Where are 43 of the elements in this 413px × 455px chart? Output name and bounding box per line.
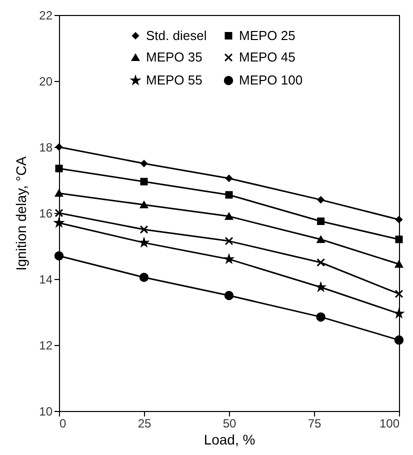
y-tick-label: 22 (39, 8, 53, 22)
legend-label: MEPO 55 (146, 72, 202, 88)
point (317, 218, 325, 225)
point (224, 290, 234, 300)
y-tick-label: 16 (39, 206, 53, 220)
point (394, 335, 404, 345)
point (316, 258, 326, 267)
point (316, 236, 325, 243)
point (317, 196, 324, 204)
x-tick-label: 75 (308, 416, 322, 430)
point (55, 164, 63, 172)
point (140, 225, 148, 234)
legend-label: MEPO 25 (239, 28, 296, 43)
x-tick-label: 50 (222, 416, 236, 430)
x-tick-label: 0 (60, 416, 66, 430)
y-tick-label: 12 (39, 338, 53, 352)
y-tick-label: 14 (39, 272, 53, 286)
point (225, 212, 233, 220)
legend-label: Std. diesel (146, 28, 207, 43)
point (395, 236, 403, 244)
point (316, 312, 326, 322)
point (55, 190, 63, 197)
point (54, 251, 64, 261)
point (140, 201, 148, 208)
point (226, 174, 232, 182)
y-tick-label: 10 (39, 404, 53, 418)
x-tick-label: 100 (379, 416, 400, 430)
point (140, 160, 148, 167)
x-axis-title: Load, % (204, 432, 256, 448)
point (225, 191, 233, 199)
point (394, 290, 404, 298)
y-tick-label: 20 (39, 74, 53, 88)
point (224, 236, 234, 246)
legend-label: MEPO 100 (239, 72, 303, 88)
point (395, 260, 403, 268)
y-axis-title: Ignition delay, °CA (13, 156, 30, 271)
point (396, 216, 402, 224)
x-tick-label: 25 (138, 416, 152, 430)
legend-label: MEPO 45 (239, 50, 296, 64)
legend-label: MEPO 35 (146, 50, 202, 64)
y-tick-label: 18 (39, 140, 53, 154)
point (139, 272, 149, 282)
point (140, 178, 148, 186)
